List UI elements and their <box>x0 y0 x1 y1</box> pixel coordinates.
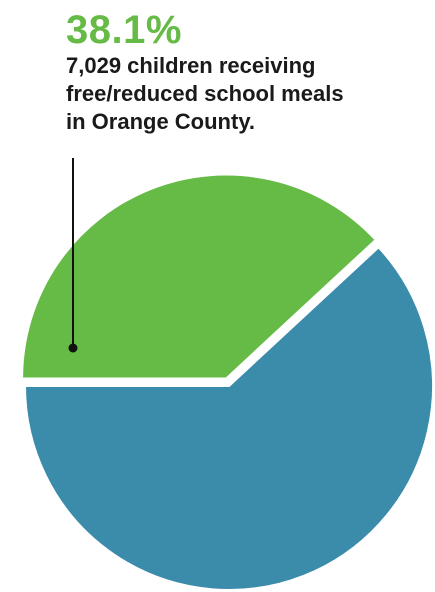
callout-dot <box>68 343 78 353</box>
pie-slice-highlighted <box>21 173 378 380</box>
highlight-percent: 38.1% <box>66 8 182 52</box>
chart-annotation: 38.1% 7,029 children receiving free/redu… <box>66 8 432 136</box>
highlight-caption: 7,029 children receiving free/reduced sc… <box>66 53 344 134</box>
pie-slice-remainder <box>23 245 434 591</box>
pie-slices <box>21 173 434 591</box>
